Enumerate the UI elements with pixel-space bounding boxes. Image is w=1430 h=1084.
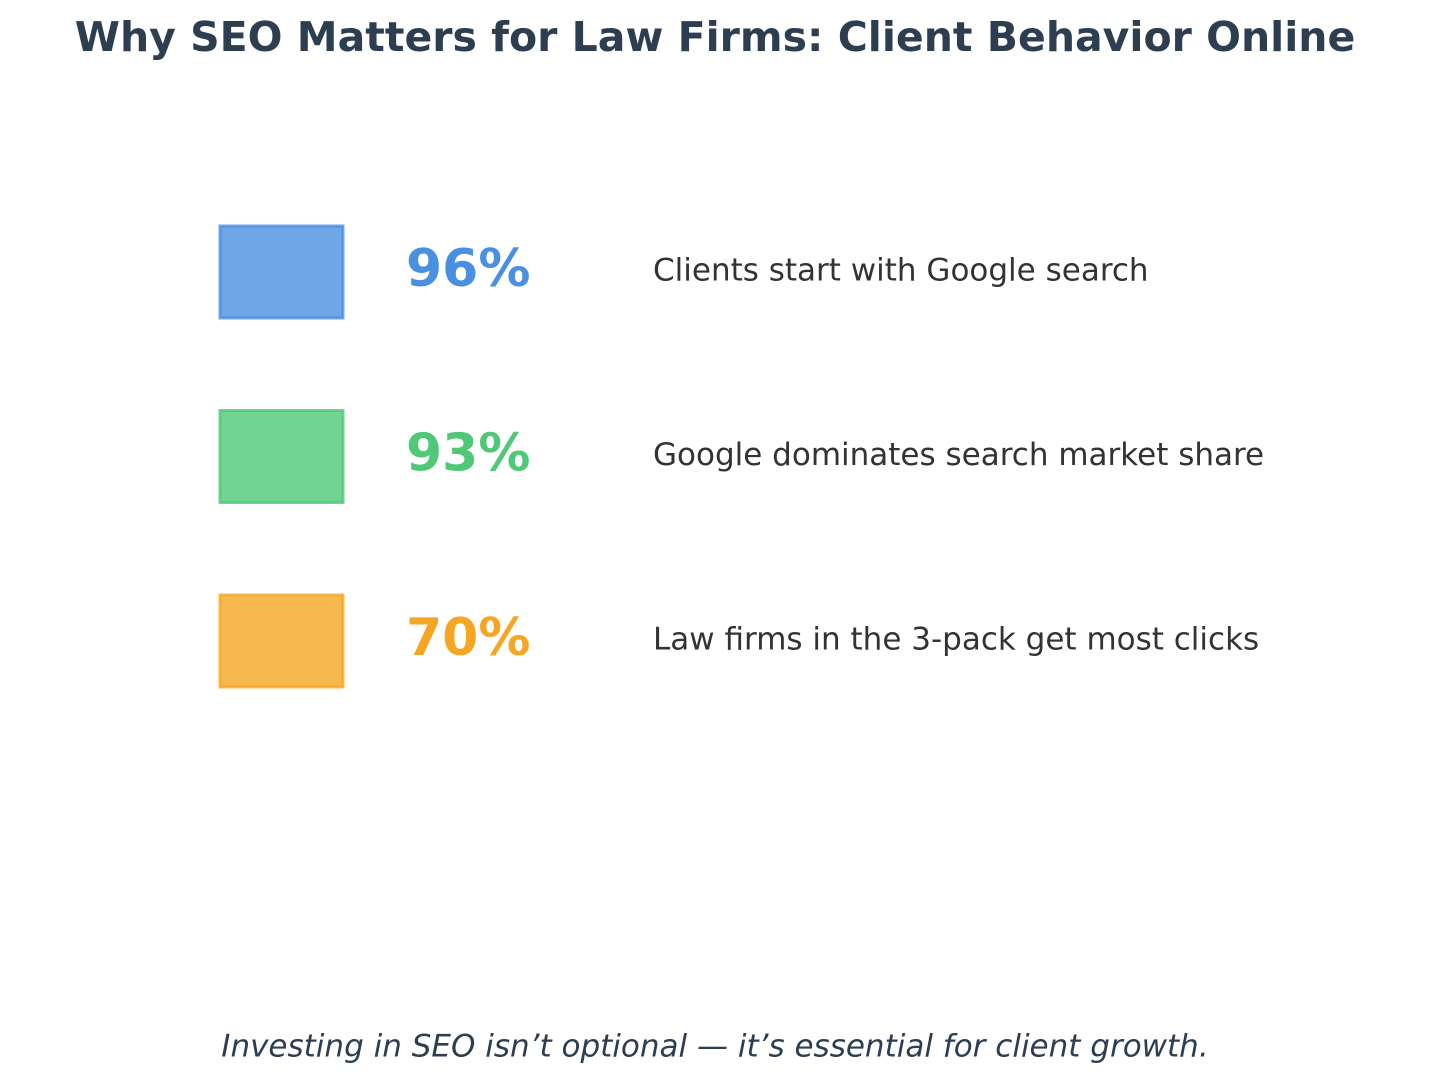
- value-label: 70%: [406, 608, 530, 668]
- stat-description: Clients start with Google search: [653, 253, 1149, 289]
- stat-description: Law firms in the 3-pack get most clicks: [653, 622, 1259, 658]
- footnote: Investing in SEO isn’t optional — it’s e…: [221, 1029, 1208, 1065]
- swatch: [218, 409, 345, 504]
- stat-description: Google dominates search market share: [653, 437, 1264, 473]
- value-label: 96%: [406, 239, 530, 299]
- chart-title: Why SEO Matters for Law Firms: Client Be…: [75, 13, 1356, 61]
- swatch: [218, 224, 345, 320]
- swatch: [218, 593, 345, 689]
- value-label: 93%: [406, 424, 530, 484]
